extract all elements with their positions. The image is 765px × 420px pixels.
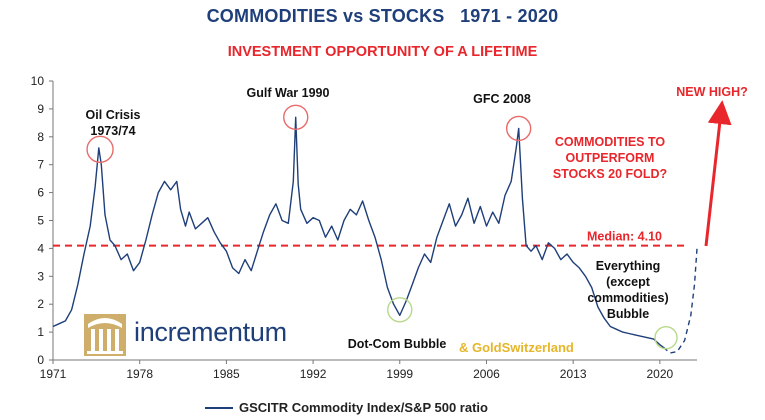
x-tick-label: 2020 bbox=[646, 367, 673, 381]
peak-circle bbox=[505, 115, 532, 142]
y-tick-label: 0 bbox=[37, 353, 44, 367]
annotation-text: commodities) bbox=[587, 291, 668, 305]
annotations-group: Oil Crisis 1973/74 Gulf War 1990 GFC 2008 Do… bbox=[86, 85, 748, 351]
annotation-text: Oil Crisis bbox=[86, 108, 141, 122]
incrementum-logo-icon bbox=[84, 314, 126, 356]
y-tick-label: 2 bbox=[37, 297, 44, 311]
annotation-text: (except bbox=[606, 275, 651, 289]
chart-subtitle: INVESTMENT OPPORTUNITY OF A LIFETIME bbox=[227, 44, 538, 60]
annotation-text: 1973/74 bbox=[90, 124, 135, 138]
annotation-text: Gulf War 1990 bbox=[247, 86, 330, 100]
x-tick-label: 2013 bbox=[560, 367, 587, 381]
x-tick-label: 1999 bbox=[386, 367, 413, 381]
trough-circle bbox=[387, 297, 413, 323]
y-tick-label: 4 bbox=[37, 241, 44, 255]
y-tick-label: 1 bbox=[37, 325, 44, 339]
y-tick-label: 6 bbox=[37, 186, 44, 200]
series-group bbox=[52, 116, 698, 354]
series-line bbox=[52, 116, 665, 348]
annotation-text: OUTPERFORM bbox=[566, 151, 655, 165]
y-tick-label: 5 bbox=[37, 214, 44, 228]
chart-title: COMMODITIES vs STOCKS 1971 - 2020 bbox=[206, 6, 559, 26]
median-group: Median: 4.10 bbox=[53, 230, 687, 247]
annotation-text: Bubble bbox=[607, 307, 649, 321]
partner-brand: & GoldSwitzerland bbox=[459, 340, 574, 355]
new-high-arrow bbox=[704, 100, 732, 247]
legend-line-swatch bbox=[205, 406, 233, 409]
x-tick-label: 1992 bbox=[300, 367, 327, 381]
annotation-text: NEW HIGH? bbox=[676, 85, 748, 99]
projection-line bbox=[663, 248, 698, 354]
annotation-text: COMMODITIES TO bbox=[555, 135, 665, 149]
y-tick-label: 10 bbox=[31, 74, 45, 88]
annotation-text: GFC 2008 bbox=[473, 92, 531, 106]
annotation-text: Dot-Com Bubble bbox=[348, 337, 447, 351]
y-tick-label: 8 bbox=[37, 130, 44, 144]
x-tick-label: 2006 bbox=[473, 367, 500, 381]
x-tick-label: 1985 bbox=[213, 367, 240, 381]
median-label: Median: 4.10 bbox=[587, 230, 662, 244]
annotation-text: STOCKS 20 FOLD? bbox=[553, 167, 667, 181]
legend-label: GSCITR Commodity Index/S&P 500 ratio bbox=[239, 400, 488, 415]
y-tick-label: 9 bbox=[37, 102, 44, 116]
legend: GSCITR Commodity Index/S&P 500 ratio bbox=[205, 400, 488, 415]
y-tick-label: 3 bbox=[37, 269, 44, 283]
brand-name: incrementum bbox=[134, 317, 287, 347]
peak-circle bbox=[86, 135, 114, 164]
y-tick-label: 7 bbox=[37, 158, 44, 172]
x-tick-label: 1978 bbox=[126, 367, 153, 381]
annotation-text: Everything bbox=[596, 259, 661, 273]
x-tick-label: 1971 bbox=[40, 367, 67, 381]
axes: 0 1 2 3 4 5 6 7 8 9 10 1971 1978 1985 1992 1999 2006 2013… bbox=[31, 74, 697, 381]
peak-circle bbox=[283, 104, 309, 130]
trough-circle bbox=[654, 325, 678, 350]
